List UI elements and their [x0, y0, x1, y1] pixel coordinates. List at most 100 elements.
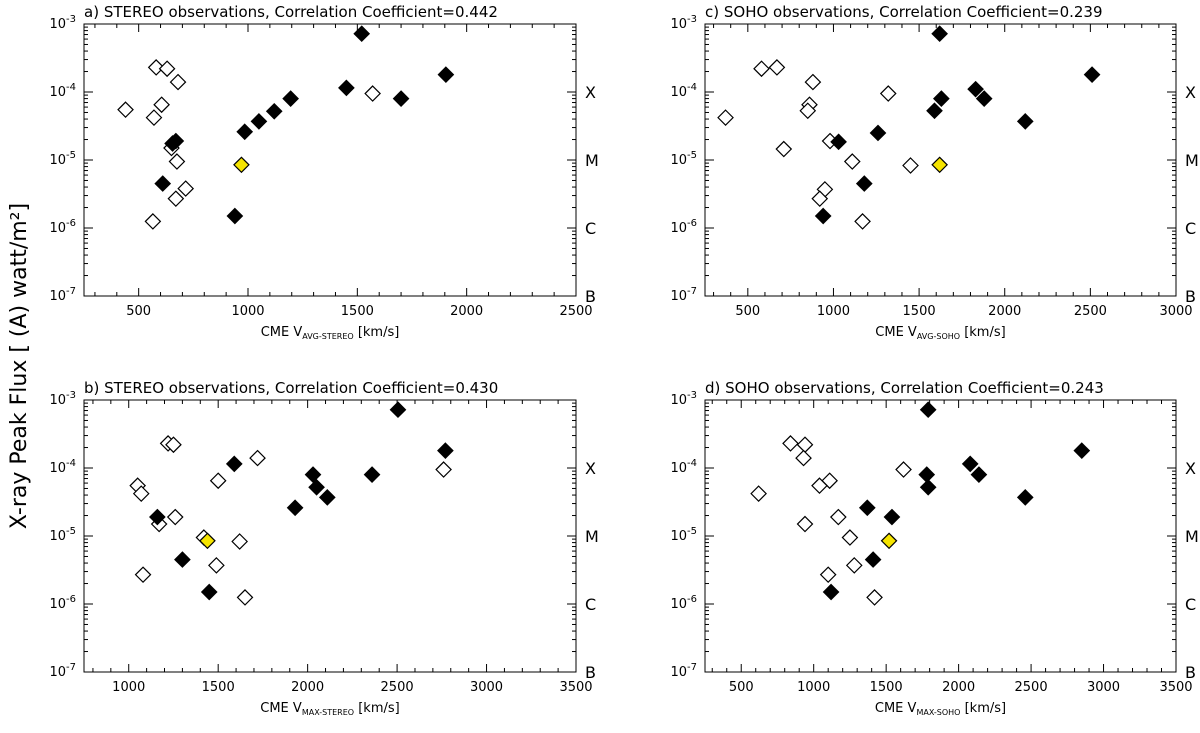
data-point-filled: [154, 175, 172, 192]
data-point-filled: [318, 489, 336, 506]
x-tick-label: 2500: [559, 304, 592, 319]
data-point-filled: [822, 583, 840, 601]
y-tick-base: 10: [49, 85, 66, 100]
data-point-open: [819, 566, 837, 584]
data-point-open: [895, 461, 912, 478]
data-point-filled: [926, 102, 943, 120]
panel-d: d) SOHO observations, Correlation Coeffi…: [670, 379, 1198, 717]
y-tick-base: 10: [49, 665, 66, 680]
y-tick-base: 10: [49, 153, 66, 168]
data-point-filled: [864, 551, 882, 568]
panel-title: d) SOHO observations, Correlation Coeffi…: [705, 379, 1104, 397]
x-axis-label-subscript: MAX-SOHO: [916, 708, 960, 717]
flare-class-label: C: [585, 219, 596, 238]
x-tick-label: 3000: [470, 680, 503, 695]
data-point-open: [845, 557, 863, 574]
data-point-filled: [869, 124, 887, 142]
y-axis-main-label: X-ray Peak Flux [ (A) watt/m²]: [7, 203, 32, 529]
data-point-filled: [1016, 489, 1034, 506]
y-tick-base: 10: [670, 289, 687, 304]
data-point-filled: [304, 466, 322, 483]
data-point-filled: [933, 90, 950, 107]
y-tick-base: 10: [670, 665, 687, 680]
data-point-filled: [1073, 442, 1091, 459]
panel-c: c) SOHO observations, Correlation Coeffi…: [670, 3, 1198, 341]
data-point-filled: [265, 102, 283, 120]
data-point-open: [811, 477, 828, 495]
data-point-filled: [858, 499, 876, 517]
data-point-filled: [149, 508, 166, 526]
flare-class-label: X: [585, 83, 596, 102]
data-point-filled: [967, 80, 984, 98]
data-point-open: [717, 109, 734, 126]
data-point-highlight: [233, 156, 250, 174]
data-point-open: [236, 589, 254, 606]
y-tick-label: 10-5: [670, 150, 697, 168]
data-point-open: [435, 461, 452, 478]
data-point-filled: [353, 25, 371, 43]
data-point-open: [879, 85, 897, 102]
y-tick-base: 10: [670, 85, 687, 100]
data-point-highlight: [199, 532, 216, 550]
x-axis-label: CME VMAX-SOHO [km/s]: [875, 701, 1006, 717]
y-tick-exponent: -7: [66, 286, 76, 297]
data-point-open: [249, 449, 266, 467]
x-axis-label-prefix: CME V: [260, 701, 302, 716]
data-point-filled: [164, 135, 181, 152]
data-point-open: [145, 109, 163, 126]
y-tick-exponent: -4: [66, 82, 76, 93]
x-axis-label-unit: [km/s]: [354, 325, 400, 340]
x-axis-label-prefix: CME V: [875, 325, 917, 340]
panel-title-text: SOHO observations, Correlation Coefficie…: [724, 3, 1103, 21]
data-point-filled: [200, 583, 218, 601]
data-point-highlight: [880, 532, 898, 550]
x-axis-label-unit: [km/s]: [354, 701, 400, 716]
x-tick-label: 1000: [112, 680, 145, 695]
data-point-open: [799, 102, 817, 120]
data-point-open: [158, 60, 176, 78]
x-tick-label: 3500: [559, 680, 592, 695]
data-point-filled: [830, 133, 847, 151]
data-point-open: [768, 59, 786, 76]
y-tick-base: 10: [670, 221, 687, 236]
y-tick-label: 10-6: [49, 218, 76, 236]
panels: a) STEREO observations, Correlation Coef…: [49, 3, 1198, 717]
y-tick-exponent: -3: [66, 14, 76, 25]
y-tick-exponent: -7: [687, 662, 697, 673]
flare-class-label: M: [1185, 527, 1199, 546]
data-point-filled: [919, 401, 937, 419]
flare-class-label: M: [585, 151, 599, 170]
x-axis-label-prefix: CME V: [261, 325, 303, 340]
panel-label: b): [84, 379, 104, 397]
panel-label: c): [705, 3, 724, 21]
y-tick-label: 10-3: [49, 390, 76, 408]
flare-class-label: B: [585, 287, 596, 306]
data-point-open: [843, 153, 861, 170]
flare-class-label: X: [1185, 83, 1196, 102]
x-axis-label: CME VMAX-STEREO [km/s]: [260, 701, 399, 717]
panel-b: b) STEREO observations, Correlation Coef…: [49, 379, 598, 717]
x-axis-label-subscript: AVG-SOHO: [917, 332, 960, 341]
y-tick-label: 10-6: [670, 594, 697, 612]
y-tick-label: 10-5: [670, 526, 697, 544]
data-point-filled: [308, 478, 325, 496]
data-point-filled: [437, 66, 455, 83]
y-tick-exponent: -4: [687, 82, 697, 93]
y-tick-exponent: -7: [66, 662, 76, 673]
y-tick-exponent: -3: [687, 390, 697, 401]
y-tick-label: 10-7: [49, 662, 76, 680]
data-point-filled: [883, 508, 901, 526]
x-axis-label-prefix: CME V: [875, 701, 917, 716]
x-tick-label: 2000: [450, 304, 483, 319]
panel-a: a) STEREO observations, Correlation Coef…: [49, 3, 598, 341]
y-tick-base: 10: [670, 153, 687, 168]
data-point-open: [795, 449, 812, 467]
y-tick-exponent: -4: [687, 458, 697, 469]
x-tick-label: 500: [729, 680, 754, 695]
panel-label: a): [84, 3, 104, 21]
x-tick-label: 2500: [1015, 680, 1048, 695]
y-tick-exponent: -5: [66, 526, 76, 537]
flare-class-label: C: [585, 595, 596, 614]
x-tick-label: 3500: [1159, 680, 1192, 695]
data-point-filled: [1083, 66, 1101, 83]
